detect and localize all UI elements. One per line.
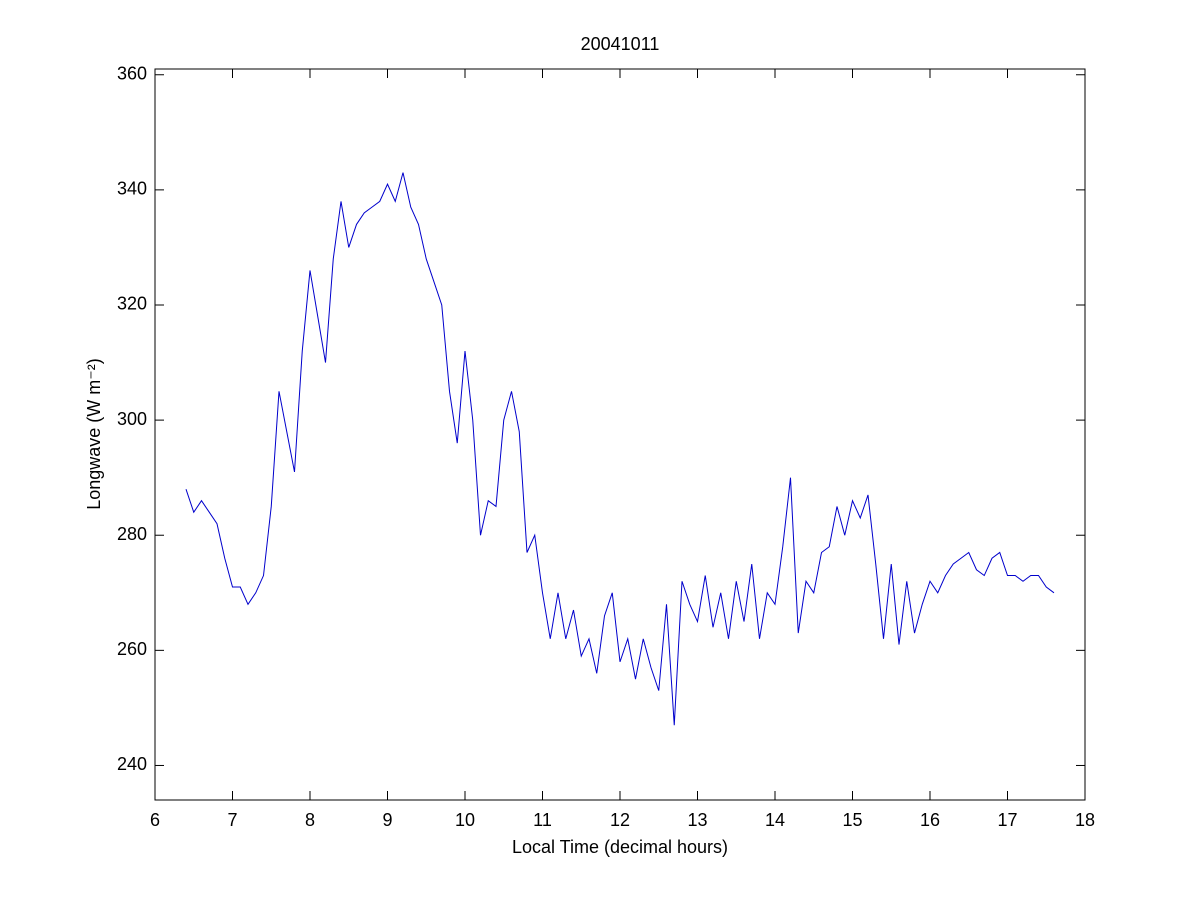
y-tick-label: 340 (117, 179, 147, 199)
y-tick-label: 360 (117, 64, 147, 84)
y-tick-label: 300 (117, 409, 147, 429)
y-tick-label: 240 (117, 754, 147, 774)
chart-title: 20041011 (581, 34, 660, 54)
x-tick-label: 17 (997, 810, 1017, 830)
x-tick-label: 9 (382, 810, 392, 830)
x-tick-label: 11 (533, 810, 552, 830)
x-axis-label: Local Time (decimal hours) (512, 837, 728, 857)
x-tick-label: 10 (455, 810, 475, 830)
y-tick-label: 260 (117, 639, 147, 659)
x-tick-label: 15 (842, 810, 862, 830)
x-tick-label: 12 (610, 810, 630, 830)
x-tick-label: 6 (150, 810, 160, 830)
y-tick-label: 320 (117, 294, 147, 314)
x-tick-label: 16 (920, 810, 940, 830)
x-tick-label: 8 (305, 810, 315, 830)
x-tick-label: 13 (687, 810, 707, 830)
y-tick-label: 280 (117, 524, 147, 544)
x-tick-label: 14 (765, 810, 785, 830)
x-tick-label: 7 (227, 810, 237, 830)
x-tick-label: 18 (1075, 810, 1095, 830)
data-line (185, 172, 1055, 726)
y-axis-label: Longwave (W m⁻²) (84, 358, 104, 510)
